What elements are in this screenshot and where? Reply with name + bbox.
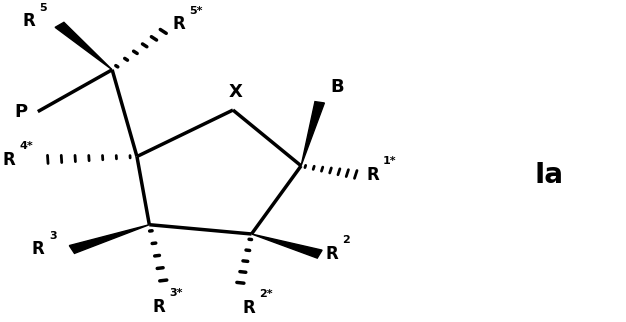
Text: 2: 2: [342, 235, 351, 245]
Text: R: R: [366, 166, 379, 184]
Polygon shape: [252, 234, 322, 258]
Polygon shape: [55, 22, 112, 70]
Text: 5*: 5*: [189, 6, 202, 16]
Text: R: R: [152, 298, 165, 316]
Text: R: R: [326, 245, 339, 263]
Text: 2*: 2*: [259, 289, 272, 299]
Polygon shape: [69, 225, 150, 253]
Text: 5: 5: [39, 3, 47, 13]
Text: P: P: [14, 103, 27, 120]
Text: R: R: [32, 241, 44, 259]
Text: Ia: Ia: [535, 161, 563, 189]
Polygon shape: [301, 102, 324, 166]
Text: X: X: [229, 83, 243, 101]
Text: 4*: 4*: [20, 141, 34, 151]
Text: 1*: 1*: [383, 156, 396, 166]
Text: B: B: [330, 78, 344, 96]
Text: R: R: [23, 12, 35, 30]
Text: R: R: [3, 151, 15, 169]
Text: R: R: [173, 15, 186, 33]
Text: R: R: [242, 299, 255, 317]
Text: 3*: 3*: [170, 288, 183, 298]
Text: 3: 3: [49, 231, 56, 241]
